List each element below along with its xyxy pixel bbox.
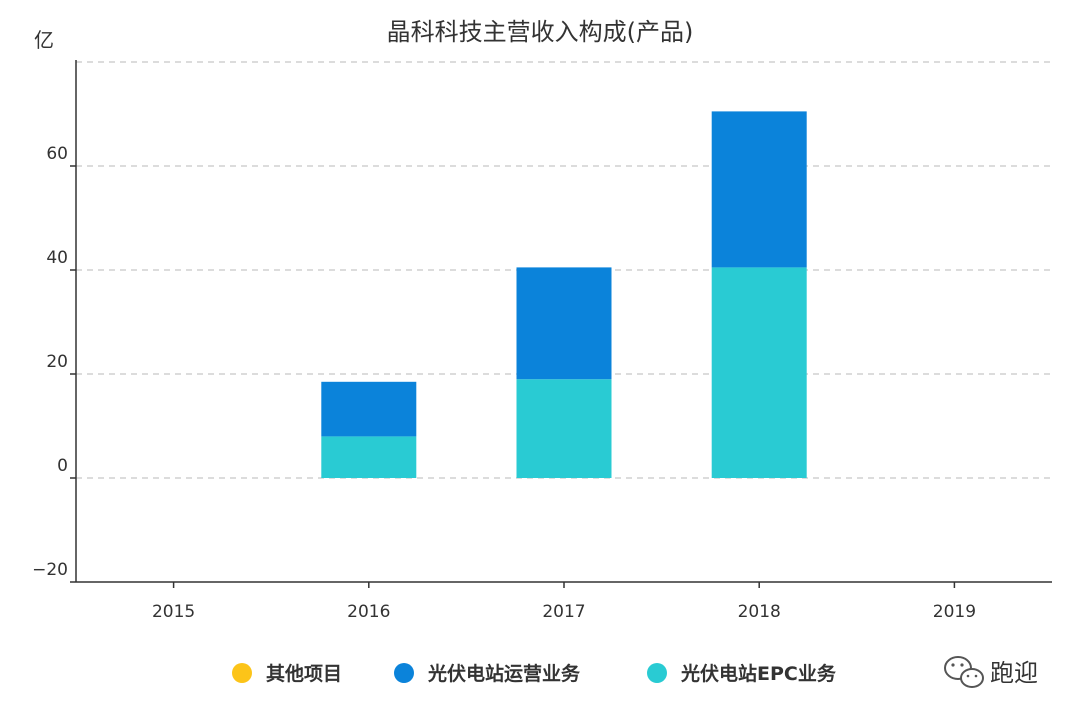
y-tick-label: 40: [46, 248, 68, 268]
bars: [321, 111, 807, 478]
legend: 其他项目 光伏电站运营业务 光伏电站EPC业务: [232, 662, 837, 685]
watermark-text: 跑迎: [990, 659, 1038, 687]
chart-title: 晶科科技主营收入构成(产品): [387, 18, 694, 46]
x-tick-label: 2017: [542, 602, 585, 622]
x-tick-label: 2016: [347, 602, 390, 622]
legend-label: 光伏电站运营业务: [427, 662, 581, 685]
y-tick-label: −20: [32, 560, 68, 580]
bar-segment: [321, 436, 417, 478]
legend-label: 光伏电站EPC业务: [680, 662, 837, 685]
y-tick-label: 60: [46, 144, 68, 164]
legend-label: 其他项目: [266, 662, 342, 685]
legend-marker: [647, 663, 667, 683]
y-tick-label: 0: [57, 456, 68, 476]
watermark: 跑迎: [944, 656, 1038, 688]
x-tick-label: 2015: [152, 602, 195, 622]
wechat-icon: [944, 656, 984, 688]
x-tick-label: 2019: [933, 602, 976, 622]
bar-segment: [516, 379, 612, 478]
bar-segment: [711, 267, 807, 478]
legend-marker: [232, 663, 252, 683]
y-axis-unit: 亿: [34, 28, 54, 52]
legend-marker: [394, 663, 414, 683]
x-ticks: 2015 2016 2017 2018 2019: [152, 582, 976, 622]
bar-segment: [516, 267, 612, 380]
bar-segment: [711, 111, 807, 268]
x-tick-label: 2018: [738, 602, 781, 622]
y-ticks: −20 0 20 40 60: [32, 144, 76, 583]
bar-segment: [321, 381, 417, 437]
y-tick-label: 20: [46, 352, 68, 372]
